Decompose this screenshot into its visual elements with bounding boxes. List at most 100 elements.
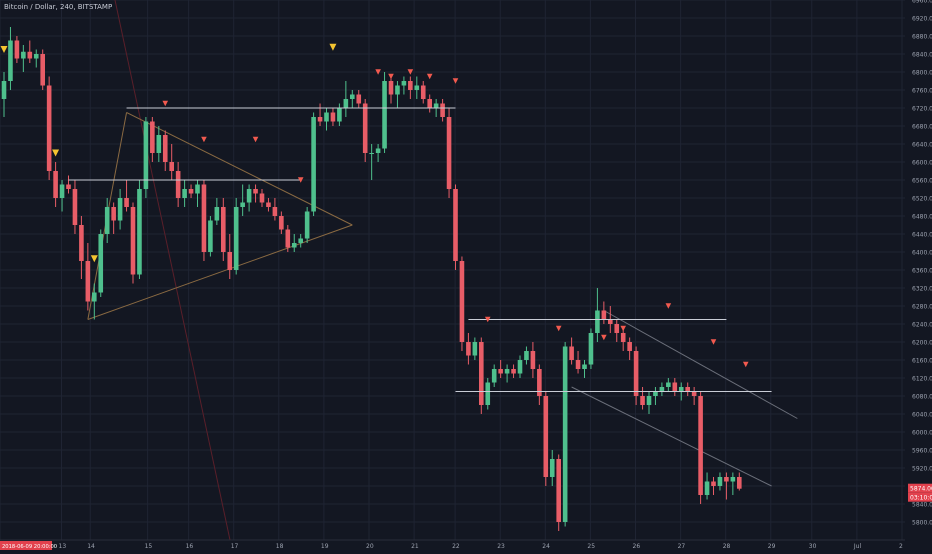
candle-up xyxy=(233,207,239,270)
candle-down xyxy=(227,252,233,270)
price-axis-label: 6160.00 xyxy=(912,358,932,365)
time-axis-label: 15 xyxy=(145,543,153,550)
candle-up xyxy=(666,382,671,387)
candle-down xyxy=(698,396,703,495)
price-axis-label: 6960.00 xyxy=(912,0,932,5)
candle-down xyxy=(169,162,174,171)
price-axis-label: 6480.00 xyxy=(912,214,932,221)
time-axis-label: 27 xyxy=(678,543,686,550)
candle-up xyxy=(659,387,665,392)
candle-down xyxy=(569,346,574,360)
candle-down xyxy=(427,99,432,108)
candle-up xyxy=(1,81,7,99)
signal-marker-yellow xyxy=(329,43,337,51)
candle-up xyxy=(653,391,658,396)
candle-up xyxy=(143,121,149,189)
signal-marker-red xyxy=(484,316,491,323)
candle-down xyxy=(175,171,181,198)
candle-down xyxy=(530,351,536,369)
candle-up xyxy=(298,238,303,243)
price-axis-label: 5800.00 xyxy=(912,520,932,527)
candle-down xyxy=(27,51,33,59)
candle-up xyxy=(562,346,568,522)
candle-down xyxy=(633,351,639,396)
time-axis-highlight-label: 2018-06-09 20:00:00 xyxy=(2,544,57,550)
candle-up xyxy=(92,292,97,302)
candle-up xyxy=(588,333,594,365)
price-axis-label: 6120.00 xyxy=(912,376,932,383)
time-axis-label: 28 xyxy=(723,543,731,550)
signal-marker-red xyxy=(407,69,414,75)
candle-down xyxy=(111,207,116,221)
candle-down xyxy=(85,261,91,302)
candle-down xyxy=(388,81,394,95)
time-axis-label: 23 xyxy=(497,543,505,550)
time-axis-label: 21 xyxy=(411,543,419,550)
price-axis-label: 6520.00 xyxy=(912,196,932,203)
candle-up xyxy=(208,220,213,252)
candle-up xyxy=(491,369,497,383)
candle-up xyxy=(98,234,104,293)
candle-up xyxy=(369,153,374,154)
candle-down xyxy=(356,94,362,104)
time-axis-label: 22 xyxy=(452,543,460,550)
countdown-label: 03:10:00 xyxy=(910,495,932,502)
candle-down xyxy=(672,382,678,392)
candle-up xyxy=(646,396,652,405)
channel-trend-line xyxy=(571,386,772,487)
candle-down xyxy=(72,189,78,225)
candle-down xyxy=(272,207,278,216)
candle-up xyxy=(433,103,439,108)
candle-down xyxy=(317,117,323,122)
candle-up xyxy=(137,189,142,275)
symbol-legend[interactable]: Bitcoin / Dollar, 240, BITSTAMP xyxy=(4,3,113,11)
candle-down xyxy=(40,54,45,86)
price-axis-label: 6720.00 xyxy=(912,106,932,113)
current-price-badge xyxy=(908,483,932,493)
time-axis-label: 13 xyxy=(59,543,67,550)
candle-up xyxy=(582,364,587,369)
candle-down xyxy=(614,324,620,333)
candle-up xyxy=(33,54,39,59)
time-axis-label: 14 xyxy=(87,543,95,550)
candle-down xyxy=(575,360,581,369)
candle-up xyxy=(156,135,162,153)
candle-up xyxy=(678,387,684,392)
price-axis-label: 6080.00 xyxy=(912,394,932,401)
candle-down xyxy=(408,81,413,90)
triangle-pattern-line xyxy=(87,224,353,320)
candle-down xyxy=(279,216,284,230)
candle-up xyxy=(595,310,600,333)
price-axis-label: 6800.00 xyxy=(912,70,932,77)
candle-up xyxy=(195,184,200,194)
candle-down xyxy=(201,184,207,252)
candle-down xyxy=(556,459,561,522)
candle-down xyxy=(188,189,194,194)
price-axis-label: 6360.00 xyxy=(912,268,932,275)
candle-down xyxy=(53,171,58,198)
candle-up xyxy=(21,51,26,59)
candle-up xyxy=(311,117,316,212)
signal-marker-red xyxy=(375,69,381,75)
price-axis-label: 6920.00 xyxy=(912,16,932,23)
candle-down xyxy=(446,117,452,189)
candle-down xyxy=(266,202,271,207)
candle-down xyxy=(253,189,258,194)
price-axis-label: 5840.00 xyxy=(912,502,932,509)
time-axis-label: 24 xyxy=(542,543,550,550)
candle-up xyxy=(395,85,400,95)
candle-down xyxy=(685,387,690,392)
countdown-badge xyxy=(908,492,932,502)
candle-down xyxy=(479,342,484,405)
candle-up xyxy=(214,207,220,221)
signal-marker-red xyxy=(665,303,672,309)
candle-down xyxy=(330,112,336,122)
signal-marker-red xyxy=(555,325,562,332)
channel-trend-line xyxy=(603,310,798,419)
signal-marker-red xyxy=(426,73,433,80)
time-axis-label: 20 xyxy=(366,543,374,550)
signal-marker-red xyxy=(297,177,304,183)
price-axis-label: 6240.00 xyxy=(912,322,932,329)
